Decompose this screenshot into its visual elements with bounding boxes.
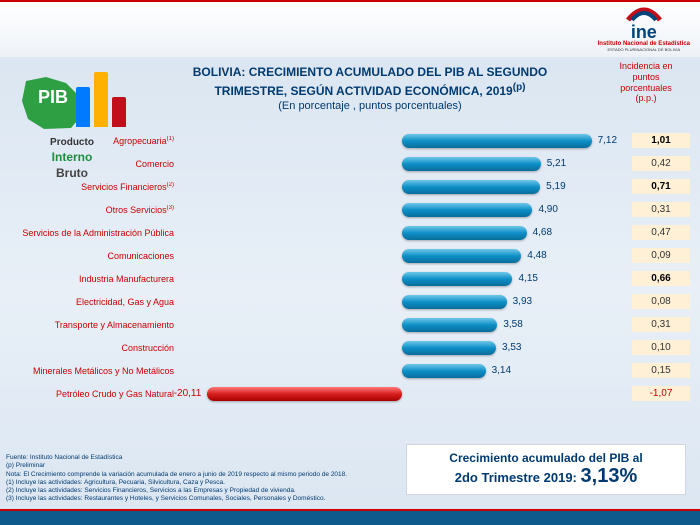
row-label: Comunicaciones [8,251,180,261]
bar-track: 5,21 [180,156,624,172]
bar-negative [207,387,402,401]
bar-positive [402,134,592,148]
bar-value: 4,48 [527,250,546,261]
incidencia-cell: 0,15 [632,363,690,378]
bar-track: 4,90 [180,202,624,218]
row-label: Industria Manufacturera [8,274,180,284]
ine-arc-icon [626,4,662,22]
ine-logo: ine Instituto Nacional de Estadística ES… [598,4,690,52]
bar-track: 3,53 [180,340,624,356]
row-label: Otros Servicios(3) [8,205,180,215]
chart-row: Industria Manufacturera 4,15 0,66 [8,267,690,290]
incidencia-cell: 0,08 [632,294,690,309]
incidencia-cell: 0,31 [632,317,690,332]
bar-value: 5,21 [547,158,566,169]
ine-name: ine [598,23,690,41]
bar-value: 4,68 [533,227,552,238]
title-line3: (En porcentaje , puntos porcentuales) [150,99,590,113]
footer-bar [0,509,700,525]
row-label: Comercio [8,159,180,169]
bar-positive [402,226,527,240]
row-label: Servicios de la Administración Pública [8,228,180,238]
chart-row: Comercio 5,21 0,42 [8,152,690,175]
total-line1: Crecimiento acumulado del PIB al [417,451,675,465]
chart-row: Petróleo Crudo y Gas Natural-20,11 -1,07 [8,382,690,405]
incidencia-cell: 0,71 [632,179,690,194]
incidencia-cell: -1,07 [632,386,690,401]
bar-track: 4,68 [180,225,624,241]
incidencia-header: Incidencia en puntos porcentuales (p.p.) [610,61,682,104]
bar-positive [402,341,496,355]
svg-text:PIB: PIB [38,87,68,107]
bar-value: 4,15 [518,273,537,284]
bar-track: 4,48 [180,248,624,264]
chart-title: BOLIVIA: CRECIMIENTO ACUMULADO DEL PIB A… [150,65,590,113]
bar-positive [402,157,541,171]
bar-track: 5,19 [180,179,624,195]
bar-value: 7,12 [598,135,617,146]
footnote-line: Nota: El Crecimiento comprende la variac… [6,471,386,479]
bar-value: 4,90 [538,204,557,215]
row-label: Minerales Metálicos y No Metálicos [8,366,180,376]
footnote-line: (3) Incluye las actividades: Restaurante… [6,495,386,503]
row-label: Construcción [8,343,180,353]
row-label: Agropecuaria(1) [8,136,180,146]
bar-positive [402,364,486,378]
chart-row: Transporte y Almacenamiento 3,58 0,31 [8,313,690,336]
bar-track: 3,93 [180,294,624,310]
bar-value: 3,53 [502,342,521,353]
pib-bars-icon [76,67,126,127]
bar-value: -20,11 [174,388,202,399]
footnote-line: (2) Incluye las actividades: Servicios F… [6,487,386,495]
bar-positive [402,295,507,309]
total-pct: 3,13% [581,465,638,487]
row-label: Transporte y Almacenamiento [8,320,180,330]
row-label: Electricidad, Gas y Agua [8,297,180,307]
incidencia-cell: 0,66 [632,271,690,286]
chart-row: Agropecuaria(1) 7,12 1,01 [8,129,690,152]
chart-row: Construcción 3,53 0,10 [8,336,690,359]
title-sup: (p) [513,82,526,93]
total-line2-prefix: 2do Trimestre 2019: [455,470,577,485]
bar-positive [402,180,540,194]
footnote-line: Fuente: Instituto Nacional de Estadístic… [6,454,386,462]
chart-row: Minerales Metálicos y No Metálicos 3,14 0,… [8,359,690,382]
incidencia-cell: 0,42 [632,156,690,171]
chart-row: Comunicaciones 4,48 0,09 [8,244,690,267]
bar-track: -20,11 [180,386,624,402]
bar-value: 3,58 [503,319,522,330]
bar-positive [402,272,512,286]
bar-track: 3,58 [180,317,624,333]
footnotes: Fuente: Instituto Nacional de Estadístic… [6,454,386,503]
incidencia-cell: 1,01 [632,133,690,148]
chart-row: Servicios Financieros(2) 5,19 0,71 [8,175,690,198]
bar-positive [402,318,497,332]
incidencia-cell: 0,31 [632,202,690,217]
bar-track: 4,15 [180,271,624,287]
chart-row: Servicios de la Administración Pública 4,… [8,221,690,244]
title-line2: TRIMESTRE, SEGÚN ACTIVIDAD ECONÓMICA, 20… [214,84,512,98]
incidencia-cell: 0,47 [632,225,690,240]
bar-positive [402,203,532,217]
incidencia-cell: 0,10 [632,340,690,355]
chart-area: Agropecuaria(1) 7,12 1,01 Comercio 5,21 0,42 S… [8,129,690,415]
chart-row: Otros Servicios(3) 4,90 0,31 [8,198,690,221]
bar-track: 3,14 [180,363,624,379]
footnote-line: (1) Incluye las actividades: Agricultura… [6,479,386,487]
bar-track: 7,12 [180,133,624,149]
bar-positive [402,249,521,263]
chart-row: Electricidad, Gas y Agua 3,93 0,08 [8,290,690,313]
bar-value: 5,19 [546,181,565,192]
incidencia-cell: 0,09 [632,248,690,263]
title-line1: BOLIVIA: CRECIMIENTO ACUMULADO DEL PIB A… [150,65,590,81]
row-label: Petróleo Crudo y Gas Natural [8,389,180,399]
footnote-line: (p) Preliminar [6,462,386,470]
bar-value: 3,14 [492,365,511,376]
ine-sub2: ESTADO PLURINACIONAL DE BOLIVIA [598,47,690,52]
bar-value: 3,93 [513,296,532,307]
row-label: Servicios Financieros(2) [8,182,180,192]
total-box: Crecimiento acumulado del PIB al 2do Tri… [406,444,686,495]
